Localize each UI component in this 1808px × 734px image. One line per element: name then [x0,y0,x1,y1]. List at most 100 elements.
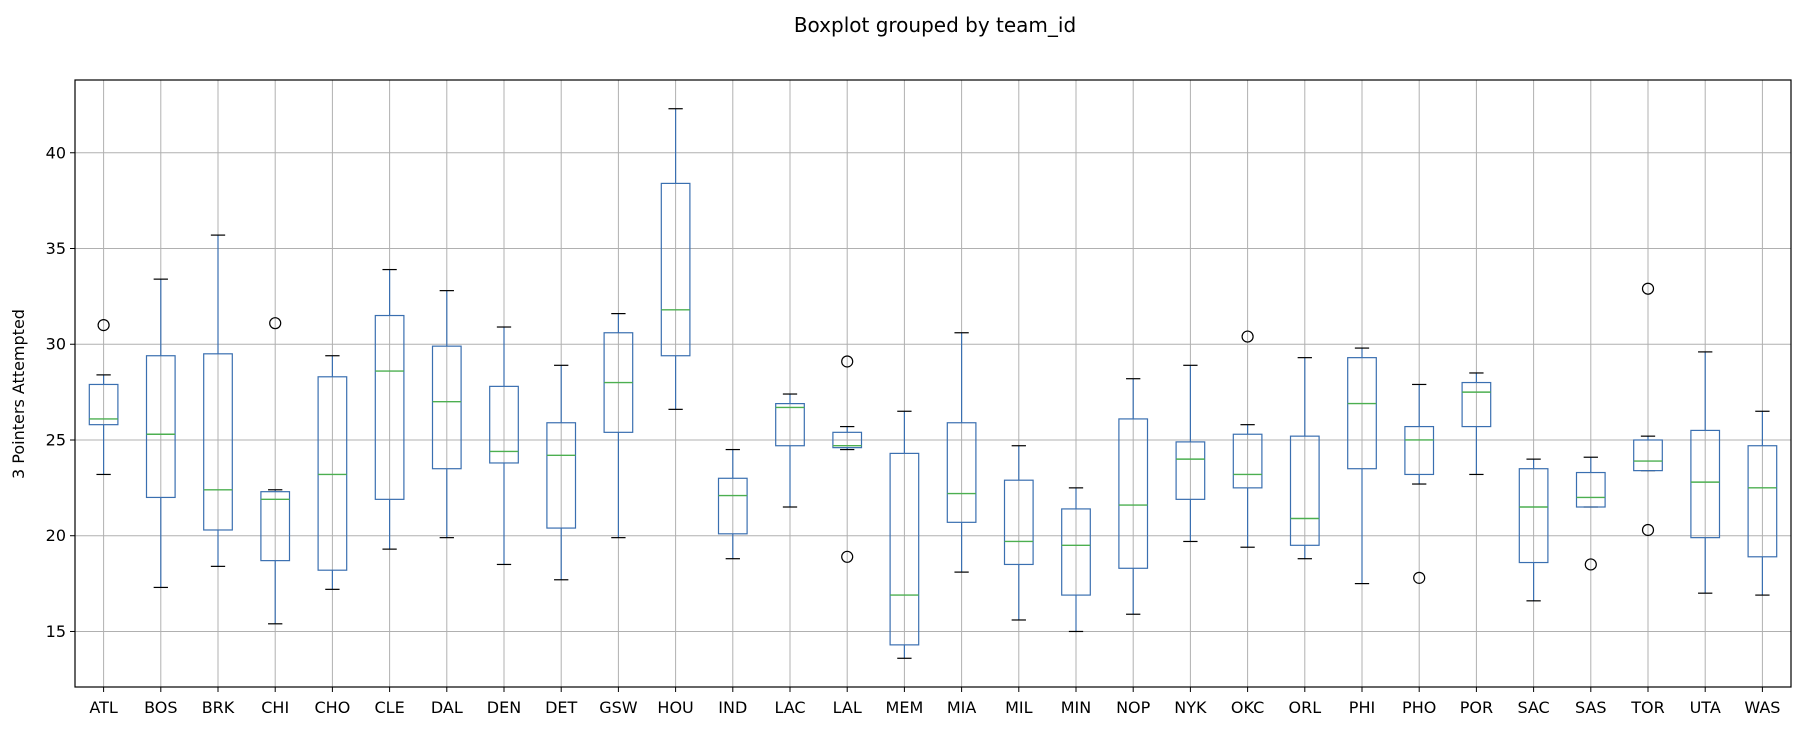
box-was [1747,410,1778,596]
x-tick-label: CHI [261,698,289,717]
x-tick-label: LAC [774,698,805,717]
box-por [1461,372,1492,476]
box-sas [1575,456,1606,571]
box-chi [260,317,291,625]
iqr-box [203,353,233,531]
y-tick-label: 15 [46,622,66,641]
x-tick-label: MEM [886,698,924,717]
iqr-box [946,422,977,523]
y-tick-label: 30 [46,335,66,354]
x-tick-label: MIL [1005,698,1033,717]
box-series [88,108,1778,659]
box-det [546,364,577,581]
x-tick-label: OKC [1231,698,1264,717]
box-phi [1347,347,1377,585]
x-tick-label: ATL [89,698,117,717]
box-tor [1633,282,1663,537]
box-brk [203,234,233,567]
box-mia [946,332,977,573]
x-tick-label: SAS [1575,698,1607,717]
x-tick-label: TOR [1630,698,1664,717]
box-pho [1404,383,1435,584]
x-tick-label: DET [545,698,577,717]
x-tick-label: ORL [1288,698,1321,717]
outlier-point [841,355,854,368]
iqr-box [317,376,348,571]
box-den [489,326,519,566]
x-tick-label: CLE [374,698,404,717]
x-tick-label: BRK [202,698,235,717]
iqr-box [1061,508,1091,596]
outlier-point [1241,330,1254,343]
iqr-box [431,345,462,470]
x-tick-label: LAL [833,698,862,717]
box-hou [660,108,691,410]
box-nop [1118,378,1149,615]
iqr-box [1461,381,1492,428]
iqr-box [1633,439,1663,472]
iqr-box [1289,435,1320,546]
x-tick-label: SAC [1517,698,1549,717]
box-cho [317,355,348,590]
iqr-box [1575,471,1606,508]
outlier-point [841,550,854,563]
x-tick-label: MIA [947,698,977,717]
iqr-box [1690,429,1721,539]
iqr-box [717,477,748,535]
y-axis-label: 3 Pointers Attempted [9,309,28,479]
outlier-point [1584,558,1597,571]
box-uta [1690,351,1721,594]
box-nyk [1175,364,1206,543]
x-tick-label: PHI [1349,698,1375,717]
box-mem [889,410,920,659]
plot-area-frame [74,79,1792,688]
y-tick-label: 20 [46,526,66,545]
outlier-point [269,317,282,330]
iqr-box [775,403,805,447]
outlier-point [1413,571,1426,584]
x-tick-label: PHO [1402,698,1436,717]
iqr-box [88,383,119,426]
y-axis-ticks: 15 20 25 30 35 40 [46,143,75,641]
x-tick-label: UTA [1690,698,1721,717]
y-tick-label: 25 [46,430,66,449]
box-ind [717,448,748,560]
x-tick-label: NOP [1116,698,1151,717]
iqr-box [832,431,863,449]
y-tick-label: 40 [46,143,66,162]
box-cle [374,268,405,550]
box-atl [88,318,119,476]
iqr-box [546,422,577,529]
iqr-box [889,452,920,646]
iqr-box [260,491,291,562]
iqr-box [1747,445,1778,558]
iqr-box [1003,479,1034,566]
box-gsw [603,313,634,539]
x-tick-label: IND [718,698,747,717]
x-tick-label: BOS [144,698,177,717]
iqr-box [145,355,176,499]
x-tick-label: HOU [657,698,693,717]
x-tick-label: DAL [431,698,463,717]
box-orl [1289,357,1320,560]
x-tick-label: NYK [1174,698,1207,717]
iqr-box [489,385,519,464]
iqr-box [374,314,405,500]
box-min [1061,487,1091,633]
x-tick-label: POR [1460,698,1493,717]
x-tick-label: DEN [487,698,521,717]
iqr-box [1118,418,1149,569]
x-axis-ticks: ATL BOS BRK CHI CHO CLE DAL DEN DET GSW HOU IND LAC L… [89,687,1780,717]
box-mil [1003,445,1034,621]
box-lac [775,393,805,508]
x-tick-label: GSW [599,698,638,717]
iqr-box [1232,433,1263,489]
box-dal [431,290,462,539]
x-tick-label: CHO [315,698,351,717]
outlier-point [1641,523,1655,537]
chart-title: Boxplot grouped by team_id [794,13,1076,37]
box-okc [1232,330,1263,548]
iqr-box [1347,357,1377,470]
box-bos [145,278,176,589]
